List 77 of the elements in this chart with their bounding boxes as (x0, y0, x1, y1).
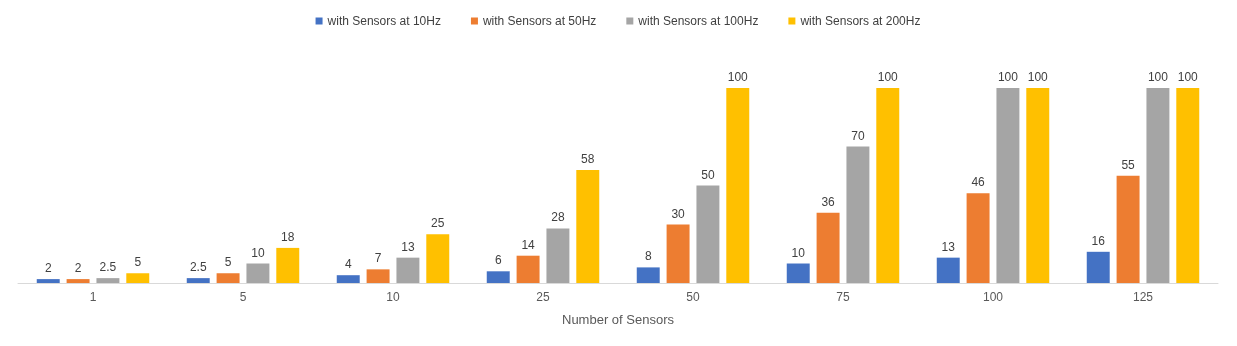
legend-label: with Sensors at 50Hz (481, 14, 597, 28)
data-label: 2.5 (99, 260, 117, 275)
bar (1026, 88, 1050, 283)
data-label: 55 (1121, 157, 1136, 172)
data-label: 8 (644, 249, 652, 264)
bar (876, 88, 900, 283)
bar (66, 279, 90, 283)
bar (486, 271, 510, 283)
x-tick-label: 125 (1132, 290, 1154, 304)
data-label: 6 (494, 253, 502, 268)
bar (696, 185, 720, 283)
data-label: 50 (701, 167, 715, 182)
data-label: 2 (44, 261, 52, 276)
data-label: 13 (941, 239, 956, 254)
data-label: 16 (1091, 233, 1106, 248)
x-tick-label: 5 (239, 290, 247, 304)
bar (126, 273, 150, 283)
data-label: 14 (521, 237, 536, 252)
data-label: 25 (431, 216, 445, 231)
data-label: 2 (74, 261, 82, 276)
bar (396, 257, 420, 283)
data-label: 100 (877, 70, 899, 84)
data-label: 30 (671, 206, 686, 221)
data-label: 70 (851, 128, 865, 143)
data-label: 58 (581, 151, 595, 166)
bar (216, 273, 240, 283)
data-label: 4 (344, 257, 352, 272)
data-label: 10 (791, 245, 806, 260)
x-tick-label: 100 (982, 290, 1004, 304)
data-label: 7 (374, 251, 382, 266)
bar (516, 255, 540, 283)
data-label: 5 (224, 255, 232, 270)
legend-label: with Sensors at 200Hz (799, 14, 921, 28)
data-label: 100 (727, 70, 749, 84)
bar (846, 146, 870, 283)
x-tick-label: 25 (536, 290, 550, 304)
data-label: 100 (1027, 70, 1049, 84)
bar (546, 228, 570, 283)
bar (336, 275, 360, 283)
bar (276, 247, 300, 283)
bar (1146, 88, 1170, 283)
legend-label: with Sensors at 100Hz (637, 14, 759, 28)
data-label: 100 (1177, 70, 1199, 84)
data-label: 28 (551, 210, 565, 225)
bar (1116, 175, 1140, 283)
bar (36, 279, 60, 283)
bar (666, 224, 690, 283)
bar (726, 88, 750, 283)
x-axis-title: Number of Sensors (562, 312, 675, 327)
data-label: 100 (997, 70, 1019, 84)
bar (426, 234, 450, 283)
data-label: 13 (401, 239, 415, 254)
data-label: 5 (134, 255, 142, 270)
bar (96, 278, 120, 283)
bar (816, 212, 840, 283)
bar (576, 169, 600, 283)
x-tick-label: 10 (386, 290, 400, 304)
bar (1176, 88, 1200, 283)
data-label: 36 (821, 194, 836, 209)
data-label: 18 (281, 229, 295, 244)
data-label: 10 (251, 245, 265, 260)
bar (966, 193, 990, 283)
x-tick-label: 50 (686, 290, 700, 304)
bar (636, 267, 660, 283)
bar (996, 88, 1020, 283)
bar (1086, 251, 1110, 283)
bar (366, 269, 390, 283)
bar (186, 278, 210, 283)
x-tick-label: 1 (89, 290, 97, 304)
bar (246, 263, 270, 283)
x-tick-label: 75 (836, 290, 850, 304)
legend-label: with Sensors at 10Hz (326, 14, 441, 28)
bar (936, 257, 960, 283)
data-label: 46 (971, 175, 986, 190)
data-label: 100 (1147, 70, 1169, 84)
data-label: 2.5 (189, 260, 207, 275)
bar (786, 263, 810, 283)
